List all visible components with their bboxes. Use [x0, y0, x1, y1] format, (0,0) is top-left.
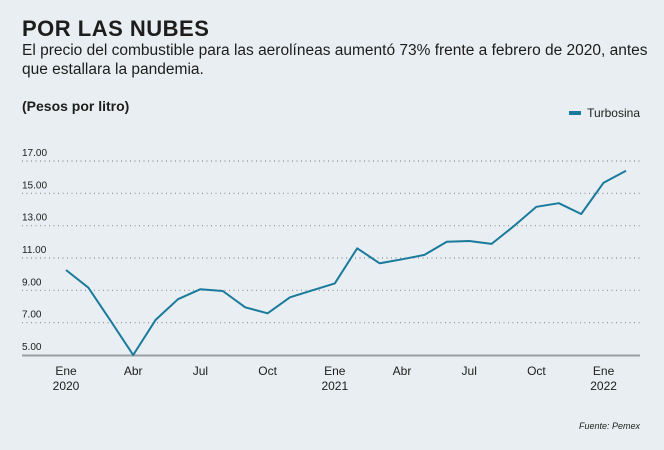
y-tick-label: 15.00: [22, 180, 47, 191]
y-tick-label: 13.00: [22, 213, 47, 224]
x-tick-label: Oct: [527, 364, 546, 378]
x-tick-label: Ene: [55, 364, 77, 378]
x-tick-label: Ene: [593, 364, 615, 378]
x-tick-year: 2021: [321, 379, 348, 393]
x-tick-label: Oct: [258, 364, 277, 378]
source-note: Fuente: Pemex: [578, 421, 640, 431]
chart-subtitle: El precio del combustible para las aerol…: [22, 42, 648, 78]
y-tick-label: 11.00: [22, 245, 47, 256]
legend: Turbosina: [569, 106, 640, 120]
y-tick-label: 5.00: [22, 342, 42, 353]
y-tick-label: 9.00: [22, 277, 42, 288]
x-tick-year: 2020: [53, 379, 80, 393]
x-tick-label: Abr: [393, 364, 412, 378]
series-line-turbosina: [65, 169, 627, 356]
y-tick-label: 17.00: [22, 148, 47, 159]
legend-label: Turbosina: [587, 106, 640, 120]
chart-title: POR LAS NUBES: [22, 16, 210, 41]
legend-swatch: [569, 111, 582, 115]
x-tick-year: 2022: [590, 379, 617, 393]
unit-label: (Pesos por litro): [22, 98, 130, 114]
x-tick-label: Jul: [193, 364, 208, 378]
y-tick-label: 7.00: [22, 310, 42, 321]
x-tick-label: Ene: [324, 364, 346, 378]
x-tick-label: Abr: [124, 364, 143, 378]
x-tick-label: Jul: [462, 364, 477, 378]
